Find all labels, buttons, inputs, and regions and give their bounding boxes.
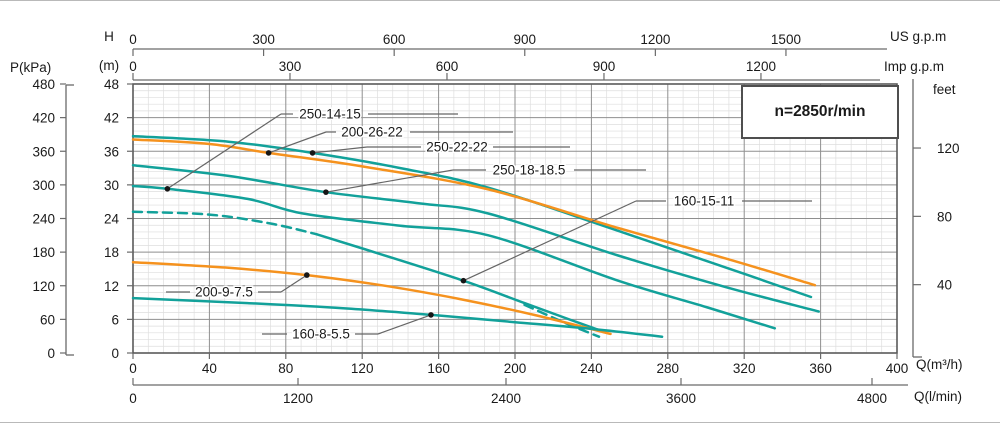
p-kpa-tick-label: 240: [32, 212, 55, 227]
axis-title-us-gpm: US g.p.m: [890, 29, 947, 44]
q-lmin-tick-label: 3600: [666, 391, 696, 406]
q-m3h-tick-label: 240: [580, 361, 603, 376]
callout-dot: [323, 189, 329, 195]
q-m3h-tick-label: 200: [504, 361, 527, 376]
h-m-tick-label: 24: [104, 212, 120, 227]
q-lmin-tick-label: 2400: [491, 391, 521, 406]
imp-gpm-tick-label: 600: [436, 59, 459, 74]
curve-label-250-22-22: 250-22-22: [426, 140, 488, 155]
axis-title-feet: feet: [933, 82, 956, 97]
h-m-tick-label: 36: [104, 144, 119, 159]
imp-gpm-tick-label: 0: [129, 59, 137, 74]
feet-tick-label: 120: [937, 141, 960, 156]
curve-label-160-15-11: 160-15-11: [674, 194, 735, 209]
q-m3h-tick-label: 320: [733, 361, 756, 376]
axis-title-p-kpa: P(kPa): [10, 60, 52, 75]
curve-160-15-11-dashed-head: [131, 210, 318, 236]
us-gpm-tick-label: 0: [129, 32, 137, 47]
h-m-tick-label: 48: [104, 77, 119, 92]
q-m3h-tick-label: 80: [278, 361, 293, 376]
h-m-tick-label: 6: [111, 312, 119, 327]
callout-dot: [309, 150, 316, 156]
callout-leader: [377, 314, 432, 335]
imp-gpm-tick-label: 300: [279, 59, 302, 74]
curve-label-200-26-22: 200-26-22: [341, 125, 403, 140]
callout-dot: [460, 277, 467, 284]
axis-title-q-m3h: Q(m³/h): [916, 357, 963, 372]
us-gpm-tick-label: 900: [514, 32, 537, 47]
callout-dot: [164, 185, 171, 192]
speed-annotation-text: n=2850r/min: [774, 103, 866, 120]
callout-leader: [312, 146, 368, 154]
imp-gpm-tick-label: 1200: [746, 59, 776, 74]
axis-title-h: H: [104, 29, 114, 44]
axis-title-h-unit: (m): [98, 58, 120, 73]
curve-200-26-22: [131, 138, 817, 287]
p-kpa-tick-label: 300: [32, 178, 55, 193]
h-m-tick-label: 12: [104, 279, 119, 294]
callout-dot: [304, 272, 310, 278]
callout-leader: [463, 200, 637, 282]
curve-250-18-18.5: [131, 164, 820, 313]
q-m3h-tick-label: 280: [657, 361, 680, 376]
us-gpm-tick-label: 600: [383, 32, 406, 47]
callout-dot: [265, 150, 272, 156]
curve-200-9-7.5: [131, 260, 612, 336]
us-gpm-tick-label: 300: [252, 32, 275, 47]
p-kpa-tick-label: 420: [32, 111, 55, 126]
h-m-tick-label: 30: [104, 178, 119, 193]
q-m3h-tick-label: 40: [202, 361, 217, 376]
q-m3h-tick-label: 160: [427, 361, 450, 376]
q-lmin-tick-label: 0: [129, 391, 137, 406]
feet-tick-label: 40: [937, 278, 952, 293]
curve-label-250-18-18.5: 250-18-18.5: [493, 163, 566, 178]
p-kpa-tick-label: 120: [32, 279, 55, 294]
curve-label-160-8-5.5: 160-8-5.5: [292, 327, 350, 342]
q-m3h-tick-label: 400: [886, 361, 909, 376]
callout-dot: [428, 312, 434, 318]
axis-title-imp-gpm: Imp g.p.m: [884, 59, 945, 74]
feet-tick-label: 80: [937, 209, 952, 224]
callout-leader: [268, 131, 327, 154]
curve-250-22-22: [131, 134, 813, 299]
us-gpm-tick-label: 1500: [771, 32, 801, 47]
axis-title-q-lmin: Q(l/min): [914, 389, 962, 404]
p-kpa-tick-label: 60: [40, 312, 55, 327]
curve-160-15-11: [315, 232, 608, 335]
h-m-tick-label: 42: [104, 111, 119, 126]
curve-label-250-14-15: 250-14-15: [299, 107, 361, 122]
q-m3h-tick-label: 0: [129, 361, 137, 376]
h-m-tick-label: 0: [111, 346, 119, 361]
p-kpa-tick-label: 480: [32, 77, 55, 92]
p-kpa-tick-label: 180: [32, 245, 55, 260]
q-m3h-tick-label: 360: [809, 361, 832, 376]
callout-leader: [325, 169, 454, 193]
us-gpm-tick-label: 1200: [640, 32, 670, 47]
p-kpa-tick-label: 0: [47, 346, 55, 361]
speed-annotation-box: n=2850r/min: [741, 85, 899, 139]
p-kpa-tick-label: 360: [32, 144, 55, 159]
curve-160-8-5.5: [131, 296, 664, 338]
imp-gpm-tick-label: 900: [593, 59, 616, 74]
callout-leader: [280, 274, 308, 293]
curve-label-200-9-7.5: 200-9-7.5: [195, 285, 253, 300]
q-lmin-tick-label: 4800: [857, 391, 887, 406]
q-m3h-tick-label: 120: [351, 361, 374, 376]
callout-leader: [167, 113, 282, 190]
q-lmin-tick-label: 1200: [283, 391, 313, 406]
curve-250-14-15: [131, 184, 777, 330]
h-m-tick-label: 18: [104, 245, 119, 260]
